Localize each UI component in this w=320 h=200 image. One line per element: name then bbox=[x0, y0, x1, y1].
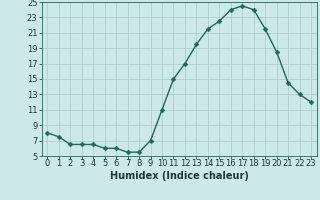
X-axis label: Humidex (Indice chaleur): Humidex (Indice chaleur) bbox=[110, 171, 249, 181]
